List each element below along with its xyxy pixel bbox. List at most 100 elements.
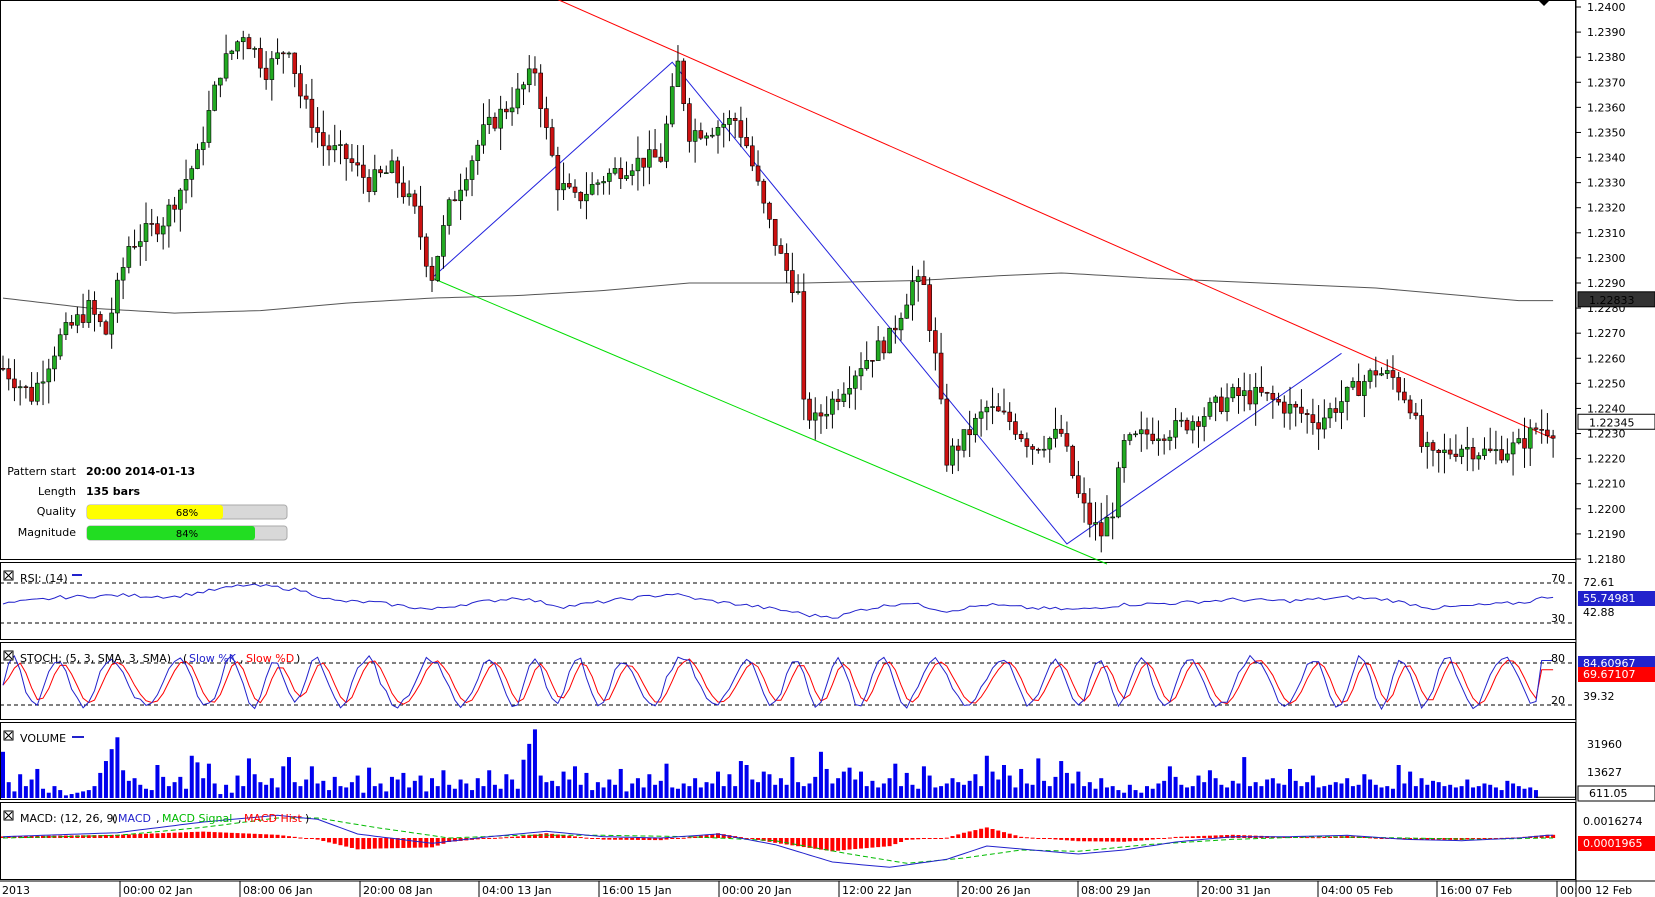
time-tick-label: 04:00 13 Jan [482,884,552,897]
macd-hist-bar [1328,836,1333,838]
volume-bar [1511,783,1516,798]
macd-hist-bar [201,831,206,838]
macd-hist-bar [1213,835,1218,838]
macd-hist-bar [578,837,583,839]
volume-bar [447,784,452,798]
macd-legend-macd: MACD [118,812,151,825]
macd-hist-bar [1408,838,1413,840]
time-tick-label: 00:00 20 Jan [722,884,792,897]
macd-hist-bar [23,836,28,838]
candle [504,101,509,120]
candle [166,199,172,248]
candle [1196,416,1201,448]
stoch-d-current-marker [1578,667,1655,682]
macd-hist-bar [1533,835,1538,838]
candle [812,397,818,440]
macd-hist-bar [178,832,183,838]
volume-bar [498,788,503,798]
candle [366,169,372,203]
volume-bar [910,784,915,798]
price-marker-box [1577,413,1655,430]
volume-bar [921,766,926,798]
macd-hist-bar [361,838,366,850]
macd-hist-bar [1,836,5,838]
candle [521,81,526,106]
candle [1459,444,1464,465]
volume-bar [1368,779,1373,798]
volume-bar [275,787,280,798]
volume-bar [904,772,909,798]
candle [687,97,692,153]
macd-hist-bar [950,836,955,838]
macd-hist-bar [1442,838,1447,840]
macd-hist-bar [1145,838,1149,841]
macd-hist-bar [721,834,726,838]
candle [149,208,155,237]
volume-bar [550,780,555,798]
volume-bar [801,786,806,798]
macd-hist-bar [933,838,938,839]
volume-bar [1202,782,1207,798]
volume-bar [601,787,606,798]
volume-bar [218,794,223,798]
candle [904,293,910,319]
volume-bar [1282,784,1287,798]
candle [664,115,669,169]
time-tick-label: 00:00 12 Feb [1560,884,1632,897]
macd-hist-bar [384,838,389,849]
macd-hist-bar [778,838,783,844]
volume-bar [1064,772,1069,798]
volume-bar [1179,784,1184,798]
macd-hist-bar [287,836,291,838]
volume-bar [841,771,846,798]
volume-bar [81,791,86,798]
moving-average-line [2,272,1554,314]
volume-bar [1230,780,1235,798]
stoch-close-icon[interactable] [3,650,14,661]
time-tick-label: 2013 [2,884,30,897]
macd-hist-bar [492,837,497,839]
volume-bar [1522,788,1527,798]
volume-bar [510,779,515,798]
macd-close-icon[interactable] [3,810,14,821]
candle [418,185,423,250]
candle [103,319,109,336]
candle [584,172,589,220]
quality-bar-fill [87,505,223,519]
macd-hist-bar [664,838,669,840]
volume-bar [824,768,829,798]
volume-bar [1059,761,1064,798]
candle [1545,413,1550,444]
volume-bar [613,784,618,798]
volume-bar [1265,779,1270,798]
stoch-k-current-value: 84.60967 [1583,657,1636,670]
macd-hist-bar [246,833,251,838]
volume-bar [1288,768,1292,798]
rsi-close-icon[interactable] [3,570,14,581]
candle [1161,434,1167,455]
macd-hist-bar [1482,838,1487,839]
volume-bar [670,787,675,798]
candle [1299,389,1304,423]
volume-bar [75,792,80,798]
scroll-indicator-icon[interactable] [1538,0,1550,6]
macd-hist-bar [944,837,949,839]
time-tick-label: 16:00 15 Jan [602,884,672,897]
volume-close-icon[interactable] [3,730,14,741]
volume-bar [1471,787,1476,798]
candle [1047,436,1053,463]
candle [343,142,349,181]
candle [29,372,34,405]
rsi-level-70-label: 70 [1551,572,1565,585]
pattern-start-value: 20:00 2014-01-13 [86,465,195,478]
candle [778,238,784,255]
macd-hist-bar [887,838,892,847]
volume-bar [1276,783,1281,798]
stoch-legend-d: Slow %D [246,652,294,665]
volume-bar [1127,784,1132,798]
macd-hist-bar [1207,835,1212,838]
macd-signal-line [2,817,1554,864]
macd-hist-bar [899,838,904,842]
candle [1516,428,1522,445]
candle [1127,432,1133,446]
